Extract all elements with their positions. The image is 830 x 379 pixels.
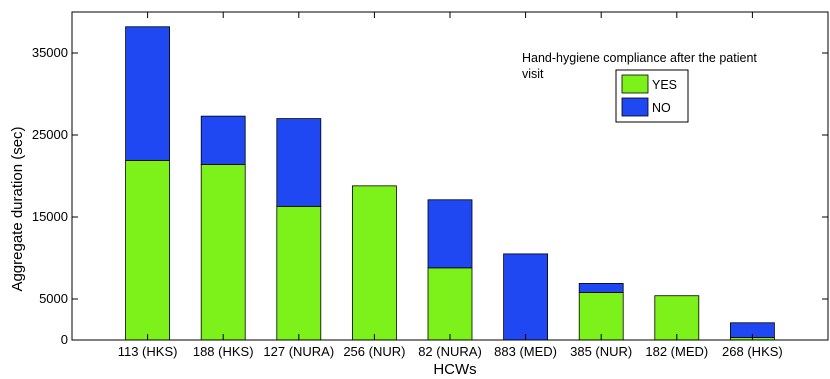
bar-no-7	[578, 283, 624, 293]
legend-swatch-yes	[621, 74, 649, 94]
x-tick-label: 188 (HKS)	[193, 344, 254, 359]
legend-label-no: NO	[652, 101, 671, 115]
y-tick-label: 0	[61, 332, 68, 347]
x-tick-label: 268 (HKS)	[722, 344, 783, 359]
bar-yes-2	[200, 164, 246, 341]
legend: Hand-hygiene compliance after the patien…	[522, 51, 757, 123]
bar-yes-7	[578, 292, 624, 341]
x-axis-title: HCWs	[433, 361, 476, 378]
bar-no-1	[125, 26, 170, 161]
bar-no-2	[200, 115, 246, 165]
y-axis-title: Aggregate duration (sec)	[9, 126, 26, 291]
x-tick-label: 127 (NURA)	[263, 344, 334, 359]
legend-label-yes: YES	[652, 78, 677, 92]
bar-yes-1	[125, 160, 170, 341]
bar-yes-3	[276, 205, 322, 341]
x-tick-label: 883 (MED)	[494, 344, 557, 359]
bar-yes-4	[351, 185, 397, 341]
bar-no-5	[427, 199, 473, 269]
y-tick-label: 35000	[32, 45, 68, 60]
bar-yes-5	[427, 267, 473, 341]
x-tick-label: 182 (MED)	[645, 344, 708, 359]
x-tick-label: 113 (HKS)	[118, 344, 178, 359]
x-tick-label: 82 (NURA)	[418, 344, 482, 359]
legend-title: Hand-hygiene compliance after the patien…	[522, 51, 757, 81]
bar-no-6	[503, 253, 549, 341]
legend-swatch-no	[621, 97, 649, 117]
bar-no-3	[276, 118, 322, 207]
bar-yes-8	[654, 295, 700, 341]
legend-title-wrapper: Hand-hygiene compliance after the patien…	[522, 51, 757, 81]
y-tick-label: 15000	[32, 209, 68, 224]
y-tick-label: 5000	[39, 291, 68, 306]
x-tick-label: 385 (NUR)	[570, 344, 632, 359]
x-tick-label: 256 (NUR)	[343, 344, 405, 359]
y-tick-label: 25000	[32, 127, 68, 142]
